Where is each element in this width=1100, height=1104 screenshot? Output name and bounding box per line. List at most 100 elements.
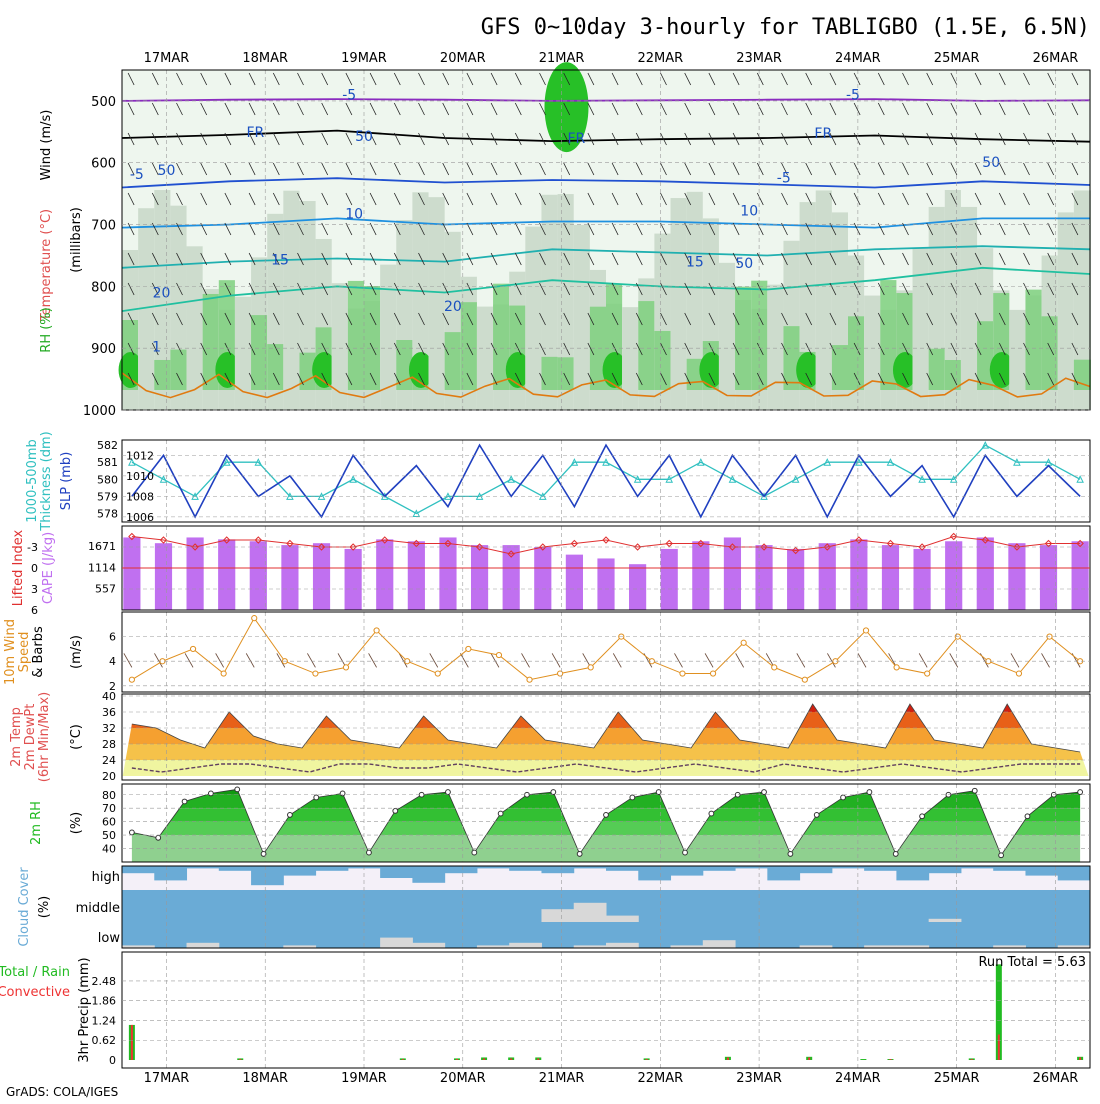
wind-barb <box>176 312 183 326</box>
cape-bar <box>502 545 520 610</box>
wind-barb <box>926 162 934 176</box>
wind-barb-10m <box>123 653 133 668</box>
y-tick-label: 60 <box>102 816 116 829</box>
rh-point <box>260 851 267 857</box>
wind-barb <box>926 102 934 116</box>
wind-barb <box>950 102 958 116</box>
wind-barb <box>660 192 667 206</box>
wind-barb <box>587 372 595 386</box>
y-tick-label: 0.62 <box>92 1034 117 1047</box>
wind-barb <box>781 132 788 146</box>
wind-speed-point <box>128 676 135 683</box>
cloud-bar-low <box>509 942 542 948</box>
run-total-label: Run Total = 5.63 <box>978 955 1086 970</box>
date-label-top: 24MAR <box>835 51 881 66</box>
wind-barb <box>732 102 740 116</box>
wind-barb <box>393 252 401 266</box>
wind-barb <box>297 282 304 296</box>
wind-barb <box>248 102 256 116</box>
wind-barb <box>853 132 861 146</box>
isotherm-line <box>121 245 1091 269</box>
rh-shade-saturated <box>892 352 917 388</box>
wind-barb <box>466 342 474 356</box>
lifted-index-point <box>728 543 737 551</box>
wind-barb <box>200 72 208 86</box>
wind-barb <box>563 72 571 86</box>
wind-barb <box>393 312 401 326</box>
wind-barb <box>563 312 571 326</box>
date-label-bottom: 18MAR <box>242 1071 288 1086</box>
rh-point <box>971 787 978 794</box>
wind-barb <box>950 282 958 296</box>
isotherm-line <box>121 217 1090 229</box>
wind-barb <box>1071 222 1079 236</box>
thickness-point <box>602 458 610 466</box>
wind-barb <box>369 162 377 176</box>
wind-barb <box>297 192 304 206</box>
wind-barb <box>611 132 619 146</box>
wind-speed-point <box>1015 670 1023 677</box>
wind-barb-10m <box>918 653 928 668</box>
wind-barb <box>442 342 450 356</box>
wind-barb <box>442 162 450 176</box>
cloud-high-bar <box>412 866 446 883</box>
cloud-bar-middle <box>573 902 607 922</box>
wind-barb-10m <box>857 653 867 668</box>
wind-barb <box>974 132 982 146</box>
wind-barb <box>1023 312 1030 326</box>
cloud-high-bar <box>896 866 930 881</box>
wind-barb-10m <box>1010 653 1020 668</box>
wind-barb <box>321 282 329 296</box>
panel-side-label: (°C) <box>69 724 84 750</box>
panel-side-label: Cloud Cover <box>17 867 32 947</box>
precip-convective-bar <box>130 1024 133 1060</box>
wind-speed-point <box>189 645 197 653</box>
wind-barb <box>272 162 280 176</box>
wind-barb <box>1047 162 1055 176</box>
y-tick-label-thickness: 580 <box>97 473 118 486</box>
rh-shade-mid <box>476 306 495 410</box>
cloud-high-bar <box>509 866 542 871</box>
wind-barb <box>877 372 885 386</box>
wind-barb <box>950 192 958 206</box>
wind-barb <box>950 162 958 176</box>
temp-line <box>131 703 1081 753</box>
y-tick-label: 700 <box>91 219 116 234</box>
cloud-bar-low <box>864 945 897 948</box>
wind-speed-point <box>342 664 350 671</box>
wind-barb <box>272 222 280 236</box>
rh-point <box>550 789 557 795</box>
wind-barb <box>490 312 498 326</box>
wind-barb <box>877 192 885 206</box>
wind-barb <box>248 72 256 86</box>
wind-barb-10m <box>612 653 622 668</box>
wind-barb <box>248 312 256 326</box>
thickness-point <box>159 475 168 483</box>
cloud-level-label: high <box>92 870 120 885</box>
wind-speed-point <box>679 670 686 677</box>
wind-barb <box>974 252 982 266</box>
panel-side-label: RH (%) <box>39 307 54 352</box>
slp-line <box>131 443 1081 519</box>
wind-barb <box>490 192 498 206</box>
rh-shade-high <box>848 316 866 390</box>
wind-barb <box>490 222 498 236</box>
y-tick-label: 20 <box>102 770 116 783</box>
wind-barb <box>926 72 934 86</box>
wind-barb <box>272 102 280 116</box>
wind-barb <box>127 72 135 86</box>
wind-barb <box>321 372 329 386</box>
thickness-point <box>823 458 832 466</box>
wind-barb <box>490 132 498 146</box>
wind-barb <box>877 72 885 86</box>
rh-point <box>919 813 925 820</box>
wind-barb <box>902 222 909 236</box>
wind-barb <box>805 312 813 326</box>
y-tick-label-thickness: 581 <box>97 456 118 469</box>
wind-barb <box>539 312 546 326</box>
wind-barb <box>708 282 716 296</box>
wind-barb <box>853 192 861 206</box>
wind-barb <box>974 282 982 296</box>
cloud-bar-low <box>122 945 155 948</box>
y-tick-label-thickness: 578 <box>97 507 118 520</box>
